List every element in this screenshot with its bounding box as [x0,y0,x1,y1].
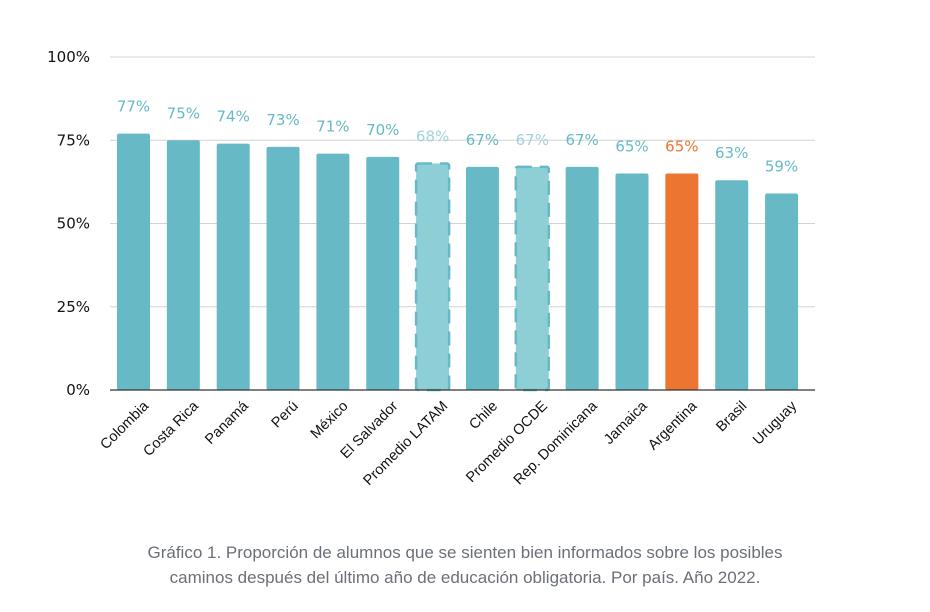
bar [715,180,749,390]
bar-value-label: 65% [615,138,648,156]
y-tick-label: 75% [57,131,90,149]
bar [514,165,551,392]
bar [216,143,250,390]
caption-line-2: caminos después del último año de educac… [169,568,761,587]
y-axis-ticks: 0% 25% 50% 75% 100% [47,48,90,399]
bar [615,173,649,390]
x-tick-label: Jamaica [601,398,651,448]
bar-value-label: 67% [516,131,549,149]
x-tick-label: Argentina [645,398,701,454]
y-tick-label: 25% [57,298,90,316]
bar-value-label: 59% [765,158,798,176]
bar-value-label: 70% [366,121,399,139]
bar-value-label: 68% [416,128,449,146]
x-tick-label: Panamá [202,398,252,448]
bar [316,153,350,390]
y-tick-label: 50% [57,215,90,233]
bar [665,173,699,390]
x-tick-label: México [308,398,352,442]
x-tick-label: Brasil [713,398,750,435]
bar-value-label: 67% [466,131,499,149]
bar-value-label: 74% [217,108,250,126]
bar [366,156,400,390]
bar-value-label: 73% [266,111,299,129]
bar [465,166,499,390]
bar-value-label: 67% [565,131,598,149]
bar [414,162,451,392]
bars [117,133,799,392]
bar-value-label: 63% [715,144,748,162]
bar-value-label: 77% [117,98,150,116]
y-tick-label: 0% [66,381,90,399]
bar-value-label: 75% [167,104,200,122]
chart-caption: Gráfico 1. Proporción de alumnos que se … [0,540,930,590]
y-tick-label: 100% [47,48,90,66]
x-tick-label: Promedio LATAM [361,398,452,489]
bar-chart: 0% 25% 50% 75% 100% 77% 75% 74% 73% 71% 70% 68% 67%… [47,48,815,489]
x-tick-label: Uruguay [750,398,801,449]
x-tick-label: Chile [466,398,501,433]
gridlines [110,56,815,308]
bar-value-label: 65% [665,138,698,156]
caption-line-1: Gráfico 1. Proporción de alumnos que se … [147,543,783,562]
bar [765,193,799,390]
bar [266,146,300,390]
bar [565,166,599,390]
x-tick-label: Perú [269,398,302,431]
bar-value-label: 71% [316,118,349,136]
value-labels: 77% 75% 74% 73% 71% 70% 68% 67% 67% 67% 65% 65% 63% 5… [117,98,798,176]
bar [166,140,200,390]
x-tick-label: Costa Rica [140,398,202,460]
x-tick-label: Rep. Dominicana [511,398,602,489]
bar [117,133,150,390]
